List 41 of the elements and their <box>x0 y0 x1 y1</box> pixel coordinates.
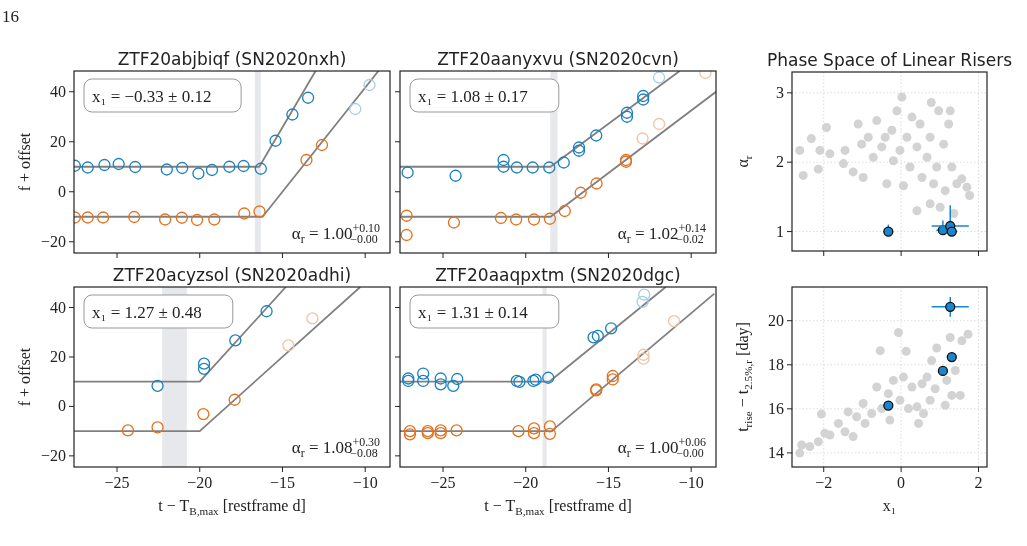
chart-title: Phase Space of Linear Risers <box>766 50 1013 70</box>
y-tick-label: 40 <box>50 298 66 316</box>
y-tick-label: −20 <box>40 446 66 464</box>
y-axis-title: f + offset <box>16 132 33 192</box>
y-tick-label: 0 <box>58 397 66 415</box>
x-tick-label: −10 <box>352 474 378 491</box>
chart-title: ZTF20acyzsol (SN2020adhi) <box>112 265 352 285</box>
x-tick-label: −10 <box>678 474 704 491</box>
x-tick-label: −20 <box>513 474 539 491</box>
x-tick-label: −15 <box>595 474 621 491</box>
y-tick-label: 3 <box>776 83 784 101</box>
x-tick-label: 0 <box>897 474 906 491</box>
y-axis-title: f + offset <box>16 347 33 407</box>
x-tick-label: 2 <box>974 474 983 491</box>
x-axis-title: t − T$_{B,max}$ [restframe d] <box>158 497 306 517</box>
y-tick-label: 18 <box>768 355 784 373</box>
y-tick-label: 20 <box>768 311 784 329</box>
annotation: x₁ = 1.27 ± 0.48 <box>92 303 202 322</box>
y-tick-label: 40 <box>50 82 66 100</box>
x-axis-title: x₁ <box>882 497 897 514</box>
x-tick-label: −15 <box>269 474 295 491</box>
annotation: x₁ = 1.08 ± 0.17 <box>418 87 529 106</box>
x-tick-label: −25 <box>430 474 456 491</box>
chart-title: ZTF20aaqpxtm (SN2020dgc) <box>435 265 681 285</box>
y-tick-label: 16 <box>768 399 784 417</box>
x-axis-title: t − T$_{B,max}$ [restframe d] <box>484 497 632 517</box>
y-tick-label: 14 <box>768 443 784 461</box>
annotation: x₁ = −0.33 ± 0.12 <box>92 87 212 106</box>
y-tick-label: 20 <box>50 132 66 150</box>
y-tick-label: 0 <box>58 182 66 200</box>
x-tick-label: −20 <box>187 474 213 491</box>
y-tick-label: 2 <box>776 153 784 171</box>
annotation: x₁ = 1.31 ± 0.14 <box>418 303 529 322</box>
chart-title: ZTF20aanyxvu (SN2020cvn) <box>437 49 679 69</box>
x-tick-label: −2 <box>815 474 833 491</box>
y-tick-label: 1 <box>776 222 784 240</box>
y-tick-label: −20 <box>40 232 66 250</box>
y-tick-label: 20 <box>50 347 66 365</box>
chart-title: ZTF20abjbiqf (SN2020nxh) <box>117 49 347 69</box>
x-tick-label: −25 <box>104 474 130 491</box>
text: 16 <box>2 7 19 26</box>
